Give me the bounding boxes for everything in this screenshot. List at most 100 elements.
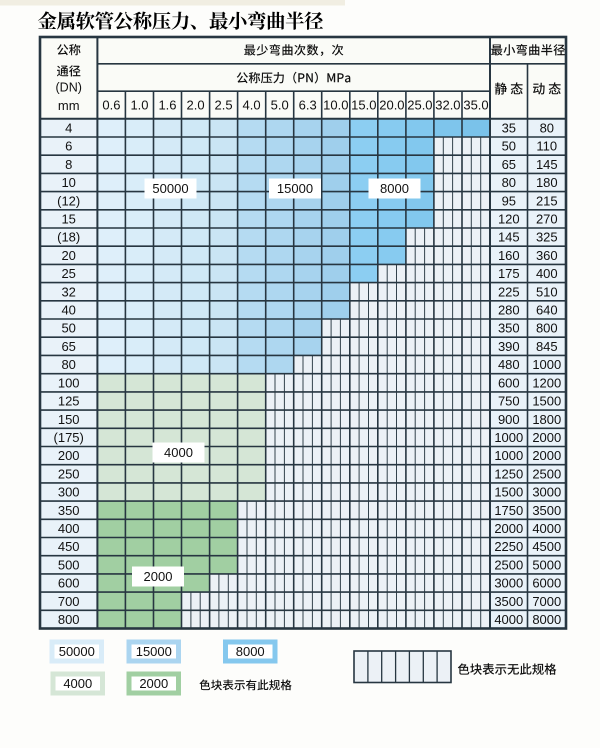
svg-text:1250: 1250 bbox=[494, 466, 523, 481]
svg-text:350: 350 bbox=[498, 321, 520, 336]
svg-text:(12): (12) bbox=[57, 193, 80, 208]
svg-text:1000: 1000 bbox=[494, 448, 523, 463]
svg-text:1.0: 1.0 bbox=[130, 98, 148, 113]
svg-text:150: 150 bbox=[58, 412, 80, 427]
svg-text:4000: 4000 bbox=[63, 676, 92, 691]
svg-text:3500: 3500 bbox=[494, 594, 523, 609]
svg-text:5000: 5000 bbox=[532, 557, 561, 572]
svg-text:35: 35 bbox=[502, 121, 516, 136]
svg-text:450: 450 bbox=[58, 539, 80, 554]
svg-text:2.0: 2.0 bbox=[187, 98, 205, 113]
svg-text:845: 845 bbox=[536, 339, 558, 354]
svg-text:10.0: 10.0 bbox=[323, 98, 348, 113]
svg-text:6000: 6000 bbox=[532, 576, 561, 591]
svg-text:7000: 7000 bbox=[532, 594, 561, 609]
svg-text:600: 600 bbox=[58, 576, 80, 591]
svg-text:270: 270 bbox=[536, 212, 558, 227]
svg-text:(DN): (DN) bbox=[56, 81, 82, 95]
svg-text:mm: mm bbox=[58, 98, 80, 113]
svg-text:225: 225 bbox=[498, 284, 520, 299]
svg-text:32: 32 bbox=[61, 284, 75, 299]
svg-text:400: 400 bbox=[536, 266, 558, 281]
svg-text:1200: 1200 bbox=[532, 375, 561, 390]
svg-text:2000: 2000 bbox=[139, 676, 168, 691]
svg-text:35.0: 35.0 bbox=[463, 98, 488, 113]
svg-text:65: 65 bbox=[61, 339, 75, 354]
svg-text:6.3: 6.3 bbox=[299, 98, 317, 113]
svg-text:360: 360 bbox=[536, 248, 558, 263]
svg-text:900: 900 bbox=[498, 412, 520, 427]
svg-text:95: 95 bbox=[502, 193, 516, 208]
svg-text:100: 100 bbox=[58, 375, 80, 390]
svg-text:20: 20 bbox=[61, 248, 75, 263]
svg-text:750: 750 bbox=[498, 394, 520, 409]
svg-text:25: 25 bbox=[61, 266, 75, 281]
svg-text:15: 15 bbox=[61, 212, 75, 227]
svg-text:400: 400 bbox=[58, 521, 80, 536]
svg-text:5.0: 5.0 bbox=[271, 98, 289, 113]
svg-text:15000: 15000 bbox=[277, 181, 313, 196]
svg-text:4: 4 bbox=[65, 121, 72, 136]
svg-text:2000: 2000 bbox=[144, 569, 173, 584]
svg-text:80: 80 bbox=[502, 175, 516, 190]
svg-text:4500: 4500 bbox=[532, 539, 561, 554]
svg-text:160: 160 bbox=[498, 248, 520, 263]
svg-text:50000: 50000 bbox=[152, 181, 188, 196]
svg-text:4.0: 4.0 bbox=[243, 98, 261, 113]
svg-text:1000: 1000 bbox=[532, 357, 561, 372]
svg-text:8000: 8000 bbox=[380, 181, 409, 196]
svg-text:80: 80 bbox=[540, 121, 554, 136]
svg-text:2250: 2250 bbox=[494, 539, 523, 554]
svg-text:4000: 4000 bbox=[164, 445, 193, 460]
svg-text:4000: 4000 bbox=[494, 612, 523, 627]
svg-text:8: 8 bbox=[65, 157, 72, 172]
svg-text:145: 145 bbox=[498, 230, 520, 245]
svg-text:8000: 8000 bbox=[532, 612, 561, 627]
svg-text:700: 700 bbox=[58, 594, 80, 609]
svg-text:600: 600 bbox=[498, 375, 520, 390]
svg-text:3500: 3500 bbox=[532, 503, 561, 518]
svg-text:80: 80 bbox=[61, 357, 75, 372]
svg-text:1750: 1750 bbox=[494, 503, 523, 518]
svg-text:8000: 8000 bbox=[236, 644, 265, 659]
svg-text:20.0: 20.0 bbox=[379, 98, 404, 113]
svg-text:50000: 50000 bbox=[59, 644, 95, 659]
svg-text:1500: 1500 bbox=[532, 394, 561, 409]
svg-text:6: 6 bbox=[65, 139, 72, 154]
svg-text:50: 50 bbox=[61, 321, 75, 336]
svg-text:280: 280 bbox=[498, 303, 520, 318]
svg-text:1500: 1500 bbox=[494, 485, 523, 500]
svg-text:2500: 2500 bbox=[494, 557, 523, 572]
svg-text:(18): (18) bbox=[57, 230, 80, 245]
svg-text:300: 300 bbox=[58, 485, 80, 500]
svg-text:800: 800 bbox=[536, 321, 558, 336]
svg-text:640: 640 bbox=[536, 303, 558, 318]
svg-text:2000: 2000 bbox=[532, 448, 561, 463]
svg-text:390: 390 bbox=[498, 339, 520, 354]
svg-text:325: 325 bbox=[536, 230, 558, 245]
svg-text:65: 65 bbox=[502, 157, 516, 172]
svg-text:180: 180 bbox=[536, 175, 558, 190]
svg-text:2000: 2000 bbox=[532, 430, 561, 445]
svg-text:3000: 3000 bbox=[532, 485, 561, 500]
svg-text:500: 500 bbox=[58, 557, 80, 572]
svg-text:800: 800 bbox=[58, 612, 80, 627]
svg-text:4000: 4000 bbox=[532, 521, 561, 536]
svg-text:510: 510 bbox=[536, 284, 558, 299]
svg-text:1.6: 1.6 bbox=[158, 98, 176, 113]
svg-text:10: 10 bbox=[61, 175, 75, 190]
svg-text:1800: 1800 bbox=[532, 412, 561, 427]
svg-text:110: 110 bbox=[536, 139, 557, 154]
svg-text:(175): (175) bbox=[54, 430, 84, 445]
svg-text:120: 120 bbox=[498, 212, 520, 227]
svg-text:250: 250 bbox=[58, 466, 80, 481]
svg-text:2500: 2500 bbox=[532, 466, 561, 481]
svg-text:1000: 1000 bbox=[494, 430, 523, 445]
svg-text:200: 200 bbox=[58, 448, 80, 463]
svg-text:25.0: 25.0 bbox=[407, 98, 432, 113]
svg-text:175: 175 bbox=[498, 266, 520, 281]
svg-text:350: 350 bbox=[58, 503, 80, 518]
svg-text:2000: 2000 bbox=[494, 521, 523, 536]
svg-text:2.5: 2.5 bbox=[215, 98, 233, 113]
svg-text:480: 480 bbox=[498, 357, 520, 372]
